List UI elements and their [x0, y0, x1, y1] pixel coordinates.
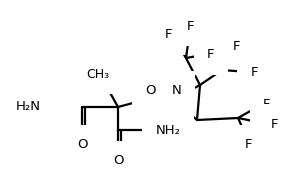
Text: H₂N: H₂N: [16, 101, 41, 113]
Text: F: F: [244, 138, 252, 152]
Text: F: F: [207, 48, 215, 61]
Text: NH₂: NH₂: [156, 124, 181, 136]
Text: F: F: [164, 28, 172, 41]
Text: F: F: [263, 98, 271, 112]
Text: O: O: [77, 138, 87, 152]
Text: O: O: [145, 84, 155, 98]
Text: F: F: [233, 39, 241, 53]
Text: N: N: [172, 84, 182, 98]
Text: CH₃: CH₃: [86, 68, 110, 81]
Text: F: F: [270, 118, 278, 130]
Text: O: O: [113, 155, 123, 167]
Text: F: F: [186, 19, 194, 33]
Text: F: F: [250, 65, 258, 79]
